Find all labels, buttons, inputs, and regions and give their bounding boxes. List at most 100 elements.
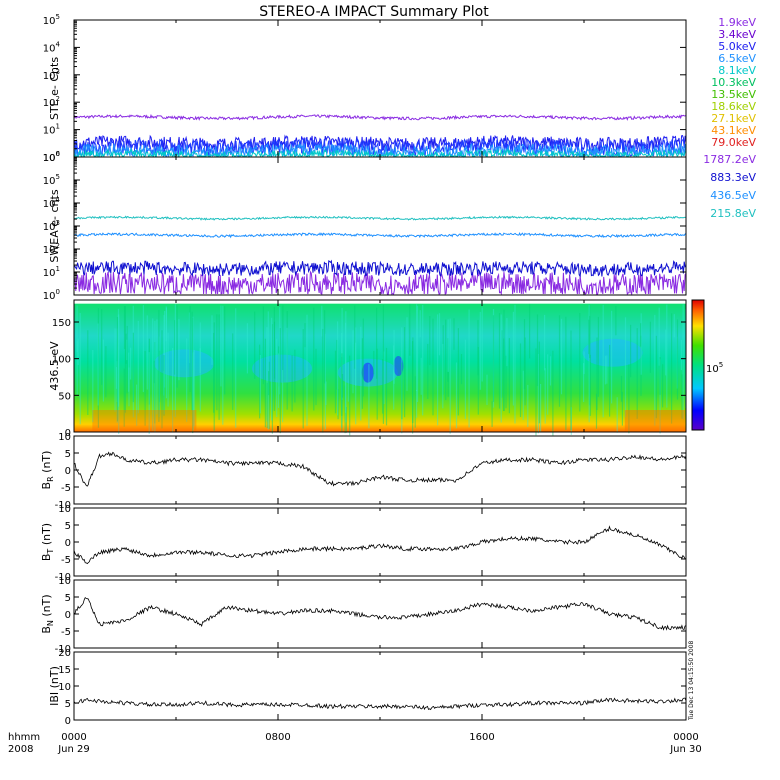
ste-series-1-9keV <box>73 113 687 121</box>
swea-ytick-label: 104 <box>43 196 61 210</box>
pad-heatmap-stripe <box>468 309 470 428</box>
pad-heatmap-stripe <box>116 361 118 402</box>
pad-heatmap-stripe <box>117 308 120 407</box>
pad-heatmap-stripe <box>216 314 218 411</box>
pad-heatmap-stripe <box>163 370 165 396</box>
pad-heatmap-stripe <box>259 355 261 414</box>
pad-heatmap-stripe <box>152 318 154 431</box>
x-tick-label: 0000 <box>61 732 86 743</box>
pad-heatmap-blob <box>582 338 643 367</box>
pad-heatmap-stripe <box>218 314 220 420</box>
pad-heatmap-stripe <box>279 307 281 395</box>
pad-heatmap-stripe <box>87 330 89 415</box>
pad-heatmap-stripe <box>611 310 613 404</box>
pad-heatmap-stripe <box>136 384 138 426</box>
pad-heatmap-stripe <box>154 320 156 433</box>
pad-heatmap-stripe <box>457 328 459 416</box>
pad-heatmap-stripe <box>102 339 104 402</box>
x-date-label: Jun 30 <box>669 744 702 755</box>
pad-heatmap-stripe <box>116 317 119 422</box>
pad-heatmap-stripe <box>345 322 347 413</box>
pad-heatmap-stripe <box>537 354 539 434</box>
bt-ytick-label: -10 <box>55 572 71 583</box>
pad-heatmap-stripe <box>498 313 501 409</box>
pad-heatmap-stripe <box>341 307 343 400</box>
pad-heatmap-stripe <box>519 343 522 417</box>
ste-legend: 1.9keV3.4keV5.0keV6.5keV8.1keV10.3keV13.… <box>711 16 756 149</box>
pad-heatmap-stripe <box>336 339 338 390</box>
bt-ytick-label: 10 <box>58 504 71 515</box>
ste-ylabel: STE e- Cnts <box>48 57 61 120</box>
pad-heatmap-stripe <box>604 355 606 385</box>
pad-heatmap-stripe <box>640 323 642 347</box>
pad-heatmap-stripe <box>662 364 664 408</box>
ste-legend-entry: 5.0keV <box>718 40 756 53</box>
pad-heatmap-stripe <box>560 318 563 395</box>
br-line <box>73 451 687 487</box>
x-corner-year: 2008 <box>8 744 33 755</box>
pad-heatmap-stripe <box>264 338 266 428</box>
ste-legend-entry: 13.5keV <box>711 88 756 101</box>
pad-heatmap-stripe <box>345 407 347 433</box>
pad-heatmap-stripe <box>373 350 375 375</box>
pad-heatmap-stripe <box>315 348 317 406</box>
pad-heatmap-stripe <box>165 307 167 399</box>
pad-heatmap-stripe <box>128 367 130 407</box>
pad-heatmap-stripe <box>232 333 234 410</box>
pad-heatmap-stripe <box>682 304 684 420</box>
pad-heatmap-stripe <box>282 305 284 383</box>
pad-heatmap-stripe <box>361 338 363 409</box>
pad-heatmap-stripe <box>503 338 505 411</box>
timestamp-stamp: Tue Dec 13 04:15:50 2008 <box>688 640 695 721</box>
pad-heatmap-stripe <box>273 307 275 411</box>
pad-heatmap-stripe <box>501 330 503 398</box>
bn-frame <box>73 579 687 649</box>
pad-heatmap-stripe <box>393 345 395 410</box>
pad-heatmap-stripe <box>486 374 488 405</box>
plot-title: STEREO-A IMPACT Summary Plot <box>259 4 489 20</box>
pad-heatmap-stripe <box>589 304 591 406</box>
pad-heatmap-stripe <box>92 350 94 423</box>
pad-heatmap-stripe <box>538 341 540 424</box>
pad-heatmap-stripe <box>286 327 288 383</box>
pad-heatmap-stripe <box>680 339 682 371</box>
pad-heatmap-stripe <box>262 306 264 385</box>
pad-heatmap-stripe <box>455 362 458 429</box>
pad-heatmap-stripe <box>589 315 591 359</box>
pad-heatmap-stripe <box>579 313 581 412</box>
pad-heatmap-stripe <box>282 370 284 423</box>
pad-heatmap-stripe <box>337 321 339 416</box>
pad-heatmap-stripe <box>666 304 668 408</box>
bmag-panel: 0 5 10 15 20 IBI (nT) <box>48 648 687 727</box>
pad-heatmap-stripe <box>192 317 194 434</box>
br-frame <box>73 435 687 505</box>
swea-series-436-5eV <box>73 231 687 239</box>
ste-ytick-label: 103 <box>43 68 60 82</box>
pad-heatmap-stripe <box>479 311 481 390</box>
pad-heatmap-stripe <box>199 322 201 412</box>
swea-series-883-3eV <box>73 259 687 278</box>
pad-heatmap-stripe <box>404 327 406 418</box>
pad-heatmap-stripe <box>615 306 617 336</box>
bmag-line <box>73 697 687 711</box>
pad-heatmap-stripe <box>148 352 150 434</box>
bn-line <box>73 596 687 631</box>
pad-heatmap-stripe <box>142 305 144 393</box>
pad-heatmap-stripe <box>279 328 281 434</box>
pad-heatmap-stripe <box>313 307 315 411</box>
pad-heatmap-stripe <box>271 324 273 434</box>
pad-heatmap-stripe <box>673 314 675 338</box>
pad-heatmap-stripe <box>552 350 554 436</box>
pad-heatmap-stripe <box>406 317 408 391</box>
bn-ytick-label: -5 <box>61 627 71 638</box>
pad-heatmap-stripe <box>273 321 276 379</box>
pad-heatmap-stripe <box>393 329 395 384</box>
ste-legend-entry: 6.5keV <box>718 52 756 65</box>
pad-heatmap-stripe <box>341 353 343 416</box>
pad-heatmap-stripe <box>341 357 343 432</box>
bt-ytick-label: -5 <box>61 555 71 566</box>
bt-frame <box>73 507 687 577</box>
swea-ytick-label: 103 <box>43 219 60 233</box>
